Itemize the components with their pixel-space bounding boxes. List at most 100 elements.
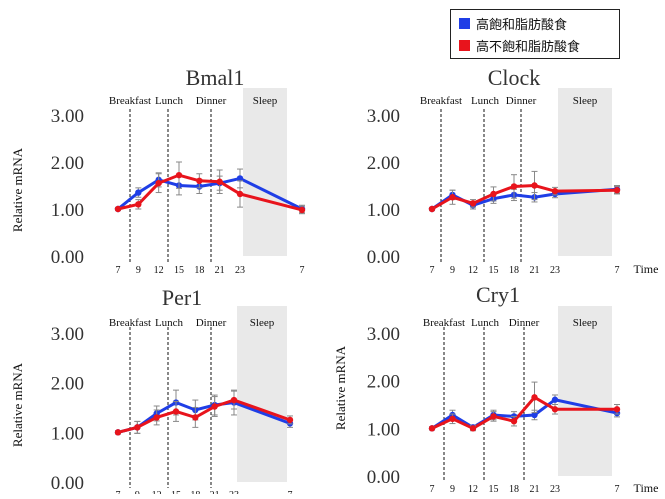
data-point bbox=[490, 413, 497, 420]
data-point bbox=[216, 178, 223, 185]
data-point bbox=[175, 171, 183, 179]
y-tick-label: 3.00 bbox=[367, 324, 400, 345]
data-point bbox=[449, 415, 456, 422]
data-point bbox=[172, 408, 180, 415]
y-axis-label: Relative mRNA bbox=[10, 147, 25, 232]
event-label-lunch: Lunch bbox=[155, 95, 184, 107]
sleep-band bbox=[558, 88, 612, 256]
y-tick-label: 2.00 bbox=[367, 372, 400, 393]
data-point bbox=[155, 179, 162, 187]
event-label-dinner: Dinner bbox=[509, 317, 540, 329]
x-tick-label: 7 bbox=[430, 484, 435, 494]
sleep-band bbox=[237, 306, 287, 482]
y-tick-label: 1.00 bbox=[51, 200, 84, 221]
y-tick-label: 1.00 bbox=[367, 419, 400, 440]
x-tick-label: 12 bbox=[468, 265, 478, 276]
series-line bbox=[431, 395, 617, 431]
x-tick-label: 23 bbox=[550, 484, 560, 494]
data-point bbox=[490, 190, 497, 198]
y-tick-label: 2.00 bbox=[367, 153, 400, 174]
y-tick-label: 1.00 bbox=[51, 423, 84, 444]
sleep-band bbox=[243, 88, 287, 256]
x-axis-label: Time bbox=[634, 481, 659, 494]
x-tick-label: 7 bbox=[288, 490, 293, 494]
x-tick-label: 15 bbox=[489, 484, 499, 494]
x-tick-label: 7 bbox=[430, 265, 435, 276]
chart-title: Per1 bbox=[162, 285, 202, 310]
chart-title: Cry1 bbox=[476, 282, 520, 307]
event-label-lunch: Lunch bbox=[155, 317, 184, 329]
data-point bbox=[531, 411, 538, 419]
sleep-label: Sleep bbox=[250, 317, 275, 329]
x-tick-label: 18 bbox=[194, 265, 204, 276]
x-tick-label: 7 bbox=[116, 265, 121, 276]
x-tick-label: 9 bbox=[136, 265, 141, 276]
x-tick-label: 18 bbox=[190, 490, 200, 494]
data-point bbox=[134, 424, 141, 431]
data-point bbox=[428, 425, 436, 432]
y-tick-label: 0.00 bbox=[51, 247, 84, 268]
x-tick-label: 23 bbox=[235, 265, 245, 276]
x-tick-label: 15 bbox=[171, 490, 181, 494]
series-line bbox=[431, 183, 618, 211]
data-point bbox=[531, 182, 538, 189]
data-point bbox=[449, 194, 456, 201]
x-tick-label: 21 bbox=[210, 490, 220, 494]
data-point bbox=[469, 425, 477, 432]
legend: 高飽和脂肪酸食 高不飽和脂肪酸食 bbox=[450, 9, 620, 59]
data-point bbox=[211, 403, 218, 410]
y-tick-label: 1.00 bbox=[367, 200, 400, 221]
sleep-label: Sleep bbox=[573, 317, 598, 329]
x-tick-label: 7 bbox=[300, 265, 305, 276]
data-point bbox=[510, 417, 518, 425]
data-point bbox=[196, 177, 203, 184]
x-tick-label: 9 bbox=[450, 484, 455, 494]
x-tick-label: 18 bbox=[509, 265, 519, 276]
y-tick-label: 0.00 bbox=[367, 247, 400, 268]
x-tick-label: 15 bbox=[489, 265, 499, 276]
series-line bbox=[117, 176, 303, 211]
data-point bbox=[286, 416, 294, 424]
event-label-lunch: Lunch bbox=[471, 95, 500, 107]
legend-item-unsaturated: 高不飽和脂肪酸食 bbox=[459, 35, 580, 55]
y-axis-label: Relative mRNA bbox=[10, 362, 25, 447]
data-point bbox=[114, 205, 122, 213]
x-tick-label: 12 bbox=[468, 484, 478, 494]
sleep-label: Sleep bbox=[253, 95, 278, 107]
y-tick-label: 0.00 bbox=[51, 473, 84, 494]
data-point bbox=[551, 406, 559, 413]
chart-title: Bmal1 bbox=[186, 65, 245, 90]
data-point bbox=[236, 175, 244, 182]
x-tick-label: 12 bbox=[154, 265, 164, 276]
data-point bbox=[135, 189, 142, 196]
y-tick-label: 3.00 bbox=[51, 106, 84, 127]
series-line bbox=[117, 173, 303, 212]
series-line bbox=[431, 398, 618, 430]
event-label-breakfast: Breakfast bbox=[423, 317, 465, 329]
event-label-dinner: Dinner bbox=[506, 95, 537, 107]
y-tick-label: 0.00 bbox=[367, 467, 400, 488]
data-point bbox=[531, 394, 538, 401]
data-point bbox=[510, 183, 518, 190]
event-label-lunch: Lunch bbox=[471, 317, 500, 329]
data-point bbox=[551, 187, 559, 195]
x-tick-label: 21 bbox=[530, 484, 540, 494]
x-tick-label: 9 bbox=[450, 265, 455, 276]
data-point bbox=[230, 396, 238, 404]
data-point bbox=[613, 187, 621, 194]
event-label-dinner: Dinner bbox=[196, 95, 227, 107]
x-tick-label: 12 bbox=[152, 490, 162, 494]
data-point bbox=[153, 414, 160, 421]
x-tick-label: 23 bbox=[229, 490, 239, 494]
legend-label: 高飽和脂肪酸食 bbox=[476, 17, 568, 33]
x-tick-label: 23 bbox=[550, 265, 560, 276]
x-tick-label: 7 bbox=[615, 484, 620, 494]
event-label-dinner: Dinner bbox=[196, 317, 227, 329]
series-line bbox=[431, 187, 618, 211]
data-point bbox=[135, 201, 142, 208]
x-tick-label: 7 bbox=[615, 265, 620, 276]
legend-swatch-blue bbox=[459, 17, 470, 29]
data-point bbox=[114, 429, 122, 436]
